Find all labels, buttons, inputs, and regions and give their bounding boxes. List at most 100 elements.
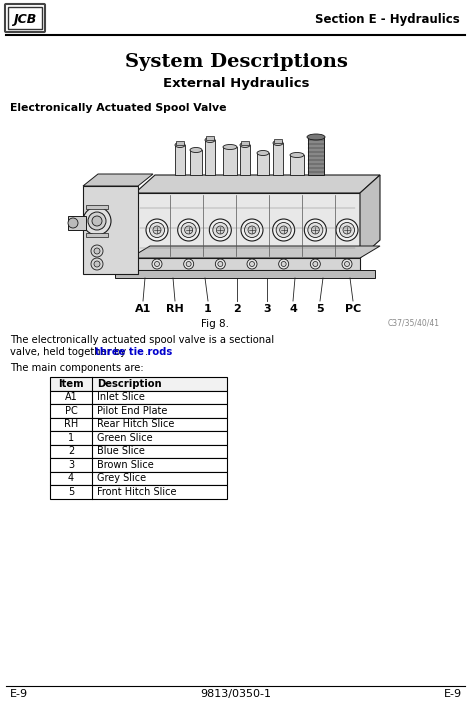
- Text: 4: 4: [289, 304, 297, 314]
- Circle shape: [216, 226, 224, 234]
- Text: 5: 5: [316, 304, 324, 314]
- Circle shape: [247, 259, 257, 269]
- Ellipse shape: [290, 153, 304, 158]
- Text: 1: 1: [204, 304, 212, 314]
- Bar: [50, 472, 227, 485]
- Circle shape: [280, 226, 288, 234]
- Circle shape: [343, 226, 351, 234]
- Text: 3: 3: [68, 460, 74, 470]
- Circle shape: [181, 222, 196, 238]
- Text: Description: Description: [97, 379, 162, 389]
- Bar: [50, 444, 227, 458]
- Circle shape: [213, 222, 228, 238]
- Circle shape: [308, 222, 323, 238]
- Bar: [290, 155, 304, 175]
- Circle shape: [83, 207, 111, 235]
- Bar: [205, 140, 215, 175]
- Circle shape: [313, 261, 318, 266]
- Text: A1: A1: [65, 393, 78, 402]
- Text: The electronically actuated spool valve is a sectional: The electronically actuated spool valve …: [10, 335, 274, 345]
- Text: 2: 2: [68, 447, 74, 456]
- Circle shape: [281, 261, 286, 266]
- Polygon shape: [135, 175, 380, 193]
- Bar: [223, 147, 237, 175]
- Circle shape: [91, 245, 103, 257]
- Bar: [257, 153, 269, 175]
- Polygon shape: [130, 246, 380, 258]
- Text: Inlet Slice: Inlet Slice: [97, 393, 145, 402]
- Circle shape: [342, 259, 352, 269]
- Bar: [50, 404, 227, 418]
- Text: Front Hitch Slice: Front Hitch Slice: [97, 486, 176, 497]
- Text: PC: PC: [65, 406, 78, 416]
- Circle shape: [91, 258, 103, 270]
- Text: E-9: E-9: [444, 689, 462, 699]
- Bar: [86, 205, 108, 209]
- Circle shape: [94, 248, 100, 254]
- Circle shape: [149, 222, 165, 238]
- Text: Brown Slice: Brown Slice: [97, 460, 154, 470]
- Bar: [308, 137, 324, 175]
- Circle shape: [153, 226, 161, 234]
- Polygon shape: [83, 174, 153, 186]
- Bar: [241, 141, 249, 145]
- Circle shape: [94, 261, 100, 267]
- Text: Item: Item: [58, 379, 84, 389]
- Circle shape: [92, 216, 102, 226]
- Ellipse shape: [190, 147, 202, 153]
- Bar: [274, 139, 282, 143]
- Text: Section E - Hydraulics: Section E - Hydraulics: [315, 13, 460, 27]
- Circle shape: [186, 261, 191, 266]
- Circle shape: [210, 219, 231, 241]
- Circle shape: [340, 222, 354, 238]
- Bar: [115, 270, 375, 278]
- Circle shape: [249, 261, 254, 266]
- Circle shape: [248, 226, 256, 234]
- Bar: [83, 186, 138, 274]
- Circle shape: [276, 222, 291, 238]
- Circle shape: [344, 261, 350, 266]
- Bar: [175, 145, 185, 175]
- Text: A1: A1: [135, 304, 151, 314]
- Text: 5: 5: [68, 486, 74, 497]
- Text: External Hydraulics: External Hydraulics: [163, 78, 309, 90]
- Bar: [50, 418, 227, 431]
- Bar: [50, 390, 227, 404]
- Text: System Descriptions: System Descriptions: [124, 53, 348, 71]
- Bar: [8, 7, 42, 29]
- Bar: [240, 145, 250, 175]
- Bar: [130, 258, 360, 270]
- Text: RH: RH: [166, 304, 184, 314]
- Bar: [190, 150, 202, 175]
- Text: E-9: E-9: [10, 689, 28, 699]
- Ellipse shape: [205, 137, 215, 142]
- Bar: [86, 233, 108, 237]
- Text: 2: 2: [233, 304, 241, 314]
- Text: C37/35/40/41: C37/35/40/41: [388, 319, 440, 328]
- Text: 3: 3: [263, 304, 271, 314]
- Bar: [50, 485, 227, 498]
- Text: The main components are:: The main components are:: [10, 363, 144, 373]
- Bar: [68, 216, 86, 230]
- Circle shape: [184, 259, 193, 269]
- Text: Rear Hitch Slice: Rear Hitch Slice: [97, 419, 175, 429]
- Text: Blue Slice: Blue Slice: [97, 447, 145, 456]
- Ellipse shape: [273, 140, 283, 146]
- Circle shape: [245, 222, 260, 238]
- Circle shape: [336, 219, 358, 241]
- Circle shape: [279, 259, 289, 269]
- Text: .: .: [145, 347, 148, 357]
- Circle shape: [152, 259, 162, 269]
- Circle shape: [146, 219, 168, 241]
- Text: 9813/0350-1: 9813/0350-1: [201, 689, 272, 699]
- Text: RH: RH: [64, 419, 78, 429]
- Circle shape: [218, 261, 223, 266]
- Text: Green Slice: Green Slice: [97, 433, 153, 443]
- Circle shape: [178, 219, 200, 241]
- Text: Electronically Actuated Spool Valve: Electronically Actuated Spool Valve: [10, 103, 227, 113]
- Circle shape: [304, 219, 326, 241]
- Bar: [135, 193, 360, 258]
- Text: Fig 8.: Fig 8.: [201, 319, 229, 329]
- Ellipse shape: [240, 142, 250, 147]
- Bar: [50, 377, 227, 390]
